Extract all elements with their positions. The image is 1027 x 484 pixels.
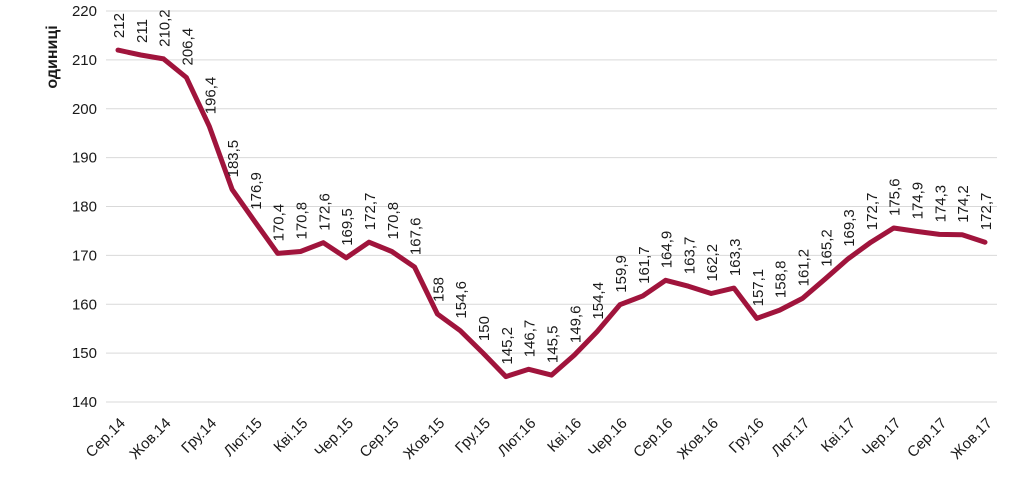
y-tick-label: 180 <box>72 199 97 216</box>
y-tick-label: 200 <box>72 101 97 118</box>
x-tick-label: Кві.16 <box>544 415 585 456</box>
data-label: 172,7 <box>864 193 881 231</box>
y-axis-title: одиниці <box>44 25 61 89</box>
data-label: 170,8 <box>294 202 311 240</box>
data-label: 165,2 <box>818 229 835 267</box>
data-label: 174,2 <box>955 185 972 223</box>
data-label: 161,7 <box>636 246 653 284</box>
data-label: 174,9 <box>910 182 927 220</box>
y-tick-label: 170 <box>72 247 97 264</box>
data-label: 161,2 <box>796 249 813 287</box>
x-tick-label: Лют.15 <box>221 415 266 460</box>
data-label: 158,8 <box>773 261 790 299</box>
x-tick-label: Гру.14 <box>178 415 220 457</box>
data-label: 174,3 <box>932 185 949 223</box>
data-label: 183,5 <box>225 140 242 178</box>
x-tick-label: Сер.15 <box>356 415 402 461</box>
data-label: 150 <box>476 316 493 341</box>
data-label: 167,6 <box>408 218 425 256</box>
data-label: 169,5 <box>339 208 356 246</box>
data-label: 172,7 <box>978 193 995 231</box>
x-tick-label: Лют.17 <box>768 415 813 460</box>
data-label: 162,2 <box>704 244 721 282</box>
data-label: 163,3 <box>727 239 744 277</box>
data-label: 206,4 <box>179 28 196 66</box>
data-label: 149,6 <box>567 306 584 344</box>
data-label: 157,1 <box>750 269 767 307</box>
x-tick-label: Гру.15 <box>452 415 494 457</box>
x-tick-label: Чер.17 <box>859 415 905 461</box>
data-label: 169,3 <box>841 209 858 247</box>
data-label: 196,4 <box>202 77 219 115</box>
data-label: 154,6 <box>453 281 470 319</box>
data-label: 164,9 <box>659 231 676 269</box>
x-tick-label: Сер.14 <box>83 415 129 461</box>
data-label: 170,8 <box>385 202 402 240</box>
data-label: 145,5 <box>545 326 562 364</box>
data-label: 146,7 <box>522 320 539 358</box>
y-tick-label: 150 <box>72 345 97 362</box>
x-tick-label: Жов.16 <box>674 415 722 463</box>
data-label: 210,2 <box>157 9 174 47</box>
data-label: 212 <box>111 13 128 38</box>
y-tick-label: 160 <box>72 296 97 313</box>
data-label: 158 <box>430 277 447 302</box>
x-tick-label: Жов.15 <box>400 415 448 463</box>
data-label: 211 <box>134 19 151 43</box>
x-tick-label: Сер.16 <box>630 415 676 461</box>
y-tick-label: 140 <box>72 394 97 411</box>
y-tick-label: 210 <box>72 52 97 69</box>
x-tick-label: Жов.17 <box>948 415 996 463</box>
series-line <box>115 47 988 380</box>
y-tick-label: 220 <box>72 3 97 20</box>
data-label: 176,9 <box>248 172 265 210</box>
data-label: 163,7 <box>681 237 698 275</box>
x-tick-label: Сер.17 <box>904 415 950 461</box>
data-label: 170,4 <box>271 204 288 242</box>
x-tick-label: Кві.15 <box>270 415 311 456</box>
data-label: 172,6 <box>316 193 333 231</box>
y-tick-label: 190 <box>72 150 97 167</box>
data-label: 145,2 <box>499 327 516 365</box>
x-tick-label: Кві.17 <box>818 415 859 456</box>
x-tick-label: Чер.15 <box>311 415 357 461</box>
data-label: 175,6 <box>887 178 904 216</box>
x-tick-label: Чер.16 <box>585 415 631 461</box>
x-tick-label: Гру.16 <box>726 415 768 457</box>
data-label: 172,7 <box>362 193 379 231</box>
x-tick-label: Лют.16 <box>494 415 539 460</box>
data-label: 159,9 <box>613 255 630 293</box>
x-tick-label: Жов.14 <box>126 415 174 463</box>
data-label: 154,4 <box>590 282 607 320</box>
